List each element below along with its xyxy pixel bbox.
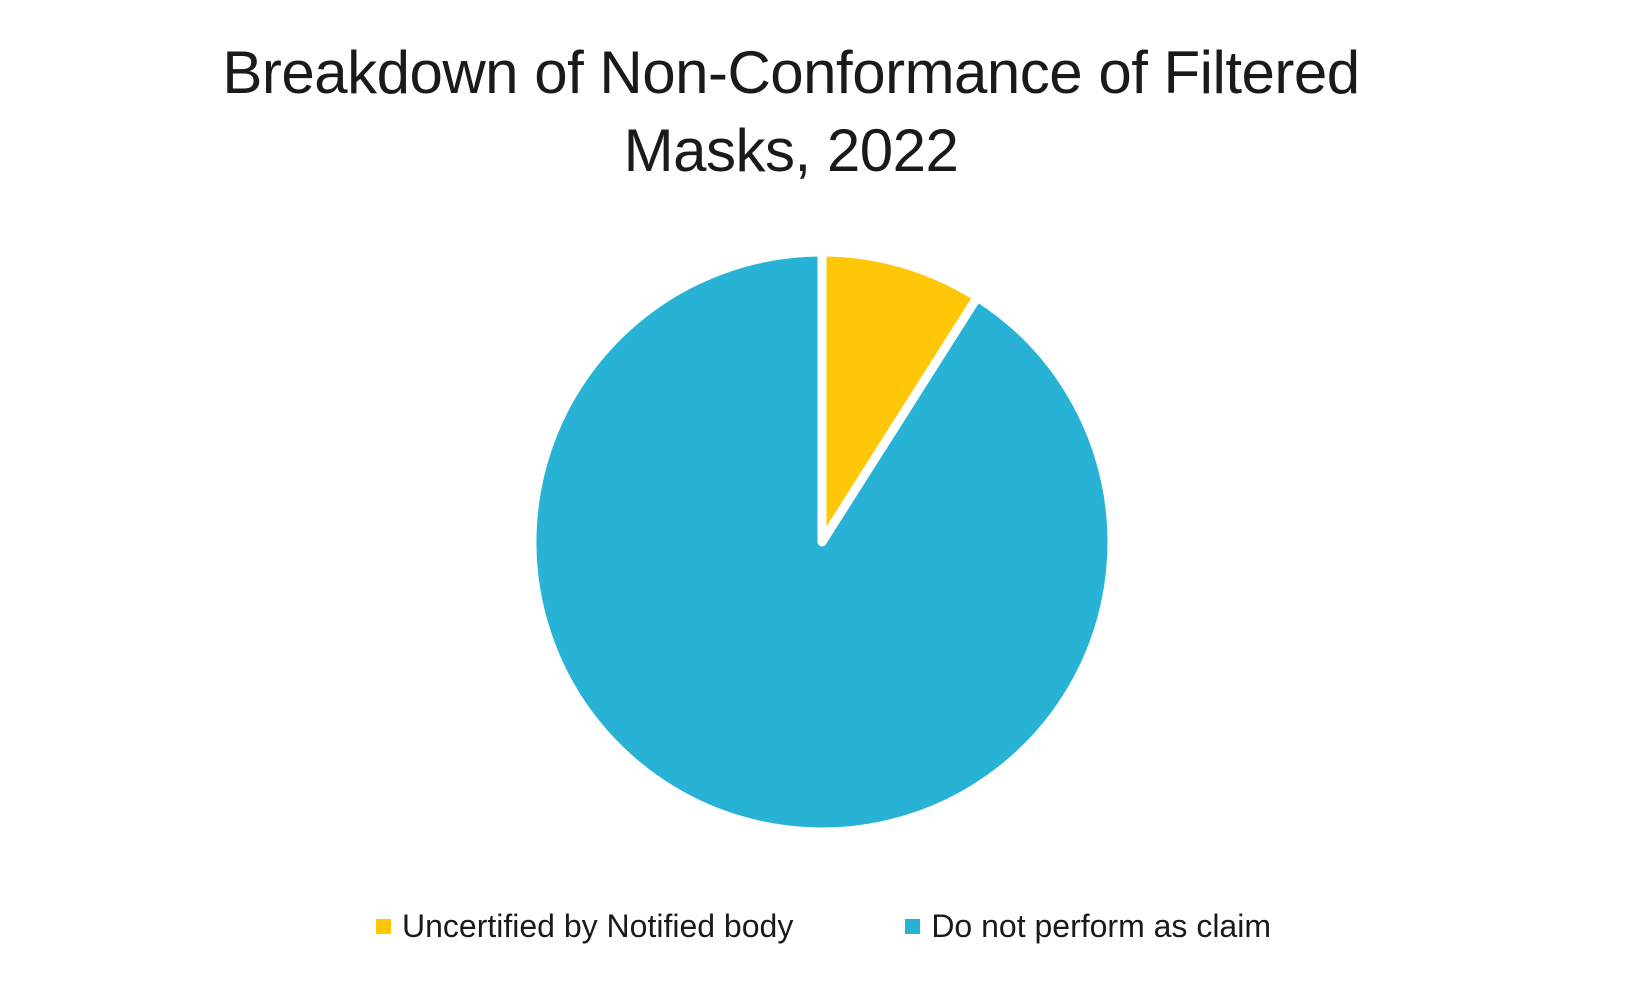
legend-label-do-not-perform: Do not perform as claim — [931, 908, 1271, 944]
pie-slice-uncertified-by-notified-body[interactable] — [817, 247, 982, 547]
pie-slice-do-not-perform-as-claim[interactable] — [527, 247, 1117, 837]
legend-marker-square-icon — [905, 918, 921, 934]
legend-item-uncertified[interactable]: Uncertified by Notified body — [376, 904, 793, 948]
legend: Uncertified by Notified body Do not perf… — [0, 904, 1647, 948]
legend-item-do-not-perform[interactable]: Do not perform as claim — [905, 904, 1271, 948]
chart-title: Breakdown of Non-Conformance of Filtered… — [222, 39, 1360, 184]
legend-marker-square-icon — [376, 918, 391, 934]
legend-label-uncertified: Uncertified by Notified body — [402, 908, 794, 944]
